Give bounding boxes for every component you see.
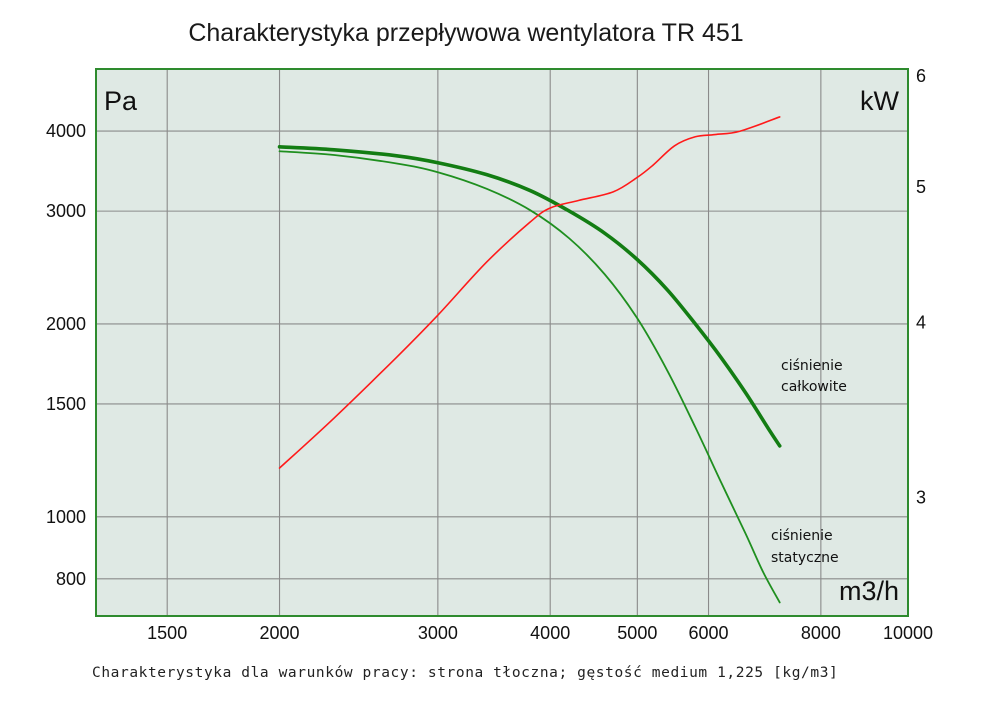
y-tick-label-3000: 3000 xyxy=(46,201,86,221)
annotation-total-pressure-line1: ciśnienie xyxy=(781,358,843,374)
series-layer xyxy=(277,116,782,604)
y-axis-unit-label: Pa xyxy=(104,86,138,116)
power-curve xyxy=(278,116,781,469)
tick-labels: 1500 2000 3000 4000 5000 6000 8000 10000 800 1000… xyxy=(46,66,933,643)
grid xyxy=(96,69,908,616)
annotation-static-pressure-line2: statyczne xyxy=(771,550,839,566)
y-tick-label-1000: 1000 xyxy=(46,507,86,527)
y-tick-label-1500: 1500 xyxy=(46,394,86,414)
y2-tick-label-5: 5 xyxy=(916,177,926,197)
static-pressure-curve xyxy=(278,150,781,604)
y2-tick-label-3: 3 xyxy=(916,488,926,508)
chart-title: Charakterystyka przepływowa wentylatora … xyxy=(188,19,743,47)
plot-area xyxy=(96,69,908,616)
x-tick-label-10000: 10000 xyxy=(883,623,933,643)
y-tick-label-2000: 2000 xyxy=(46,314,86,334)
total-pressure-curve xyxy=(277,145,782,448)
y2-axis-unit-label: kW xyxy=(860,86,900,116)
y-tick-label-4000: 4000 xyxy=(46,121,86,141)
x-tick-label-2000: 2000 xyxy=(260,623,300,643)
footnote: Charakterystyka dla warunków pracy: stro… xyxy=(92,665,838,681)
x-tick-label-8000: 8000 xyxy=(801,623,841,643)
x-tick-label-3000: 3000 xyxy=(418,623,458,643)
x-tick-label-6000: 6000 xyxy=(689,623,729,643)
x-tick-label-4000: 4000 xyxy=(530,623,570,643)
x-tick-label-5000: 5000 xyxy=(617,623,657,643)
x-axis-unit-label: m3/h xyxy=(839,576,899,606)
annotation-static-pressure-line1: ciśnienie xyxy=(771,528,833,544)
x-tick-label-1500: 1500 xyxy=(147,623,187,643)
plot-frame xyxy=(95,68,909,617)
annotation-total-pressure-line2: całkowite xyxy=(781,379,847,395)
y-tick-label-800: 800 xyxy=(56,569,86,589)
y2-tick-label-4: 4 xyxy=(916,313,926,333)
y2-tick-label-6: 6 xyxy=(916,66,926,86)
